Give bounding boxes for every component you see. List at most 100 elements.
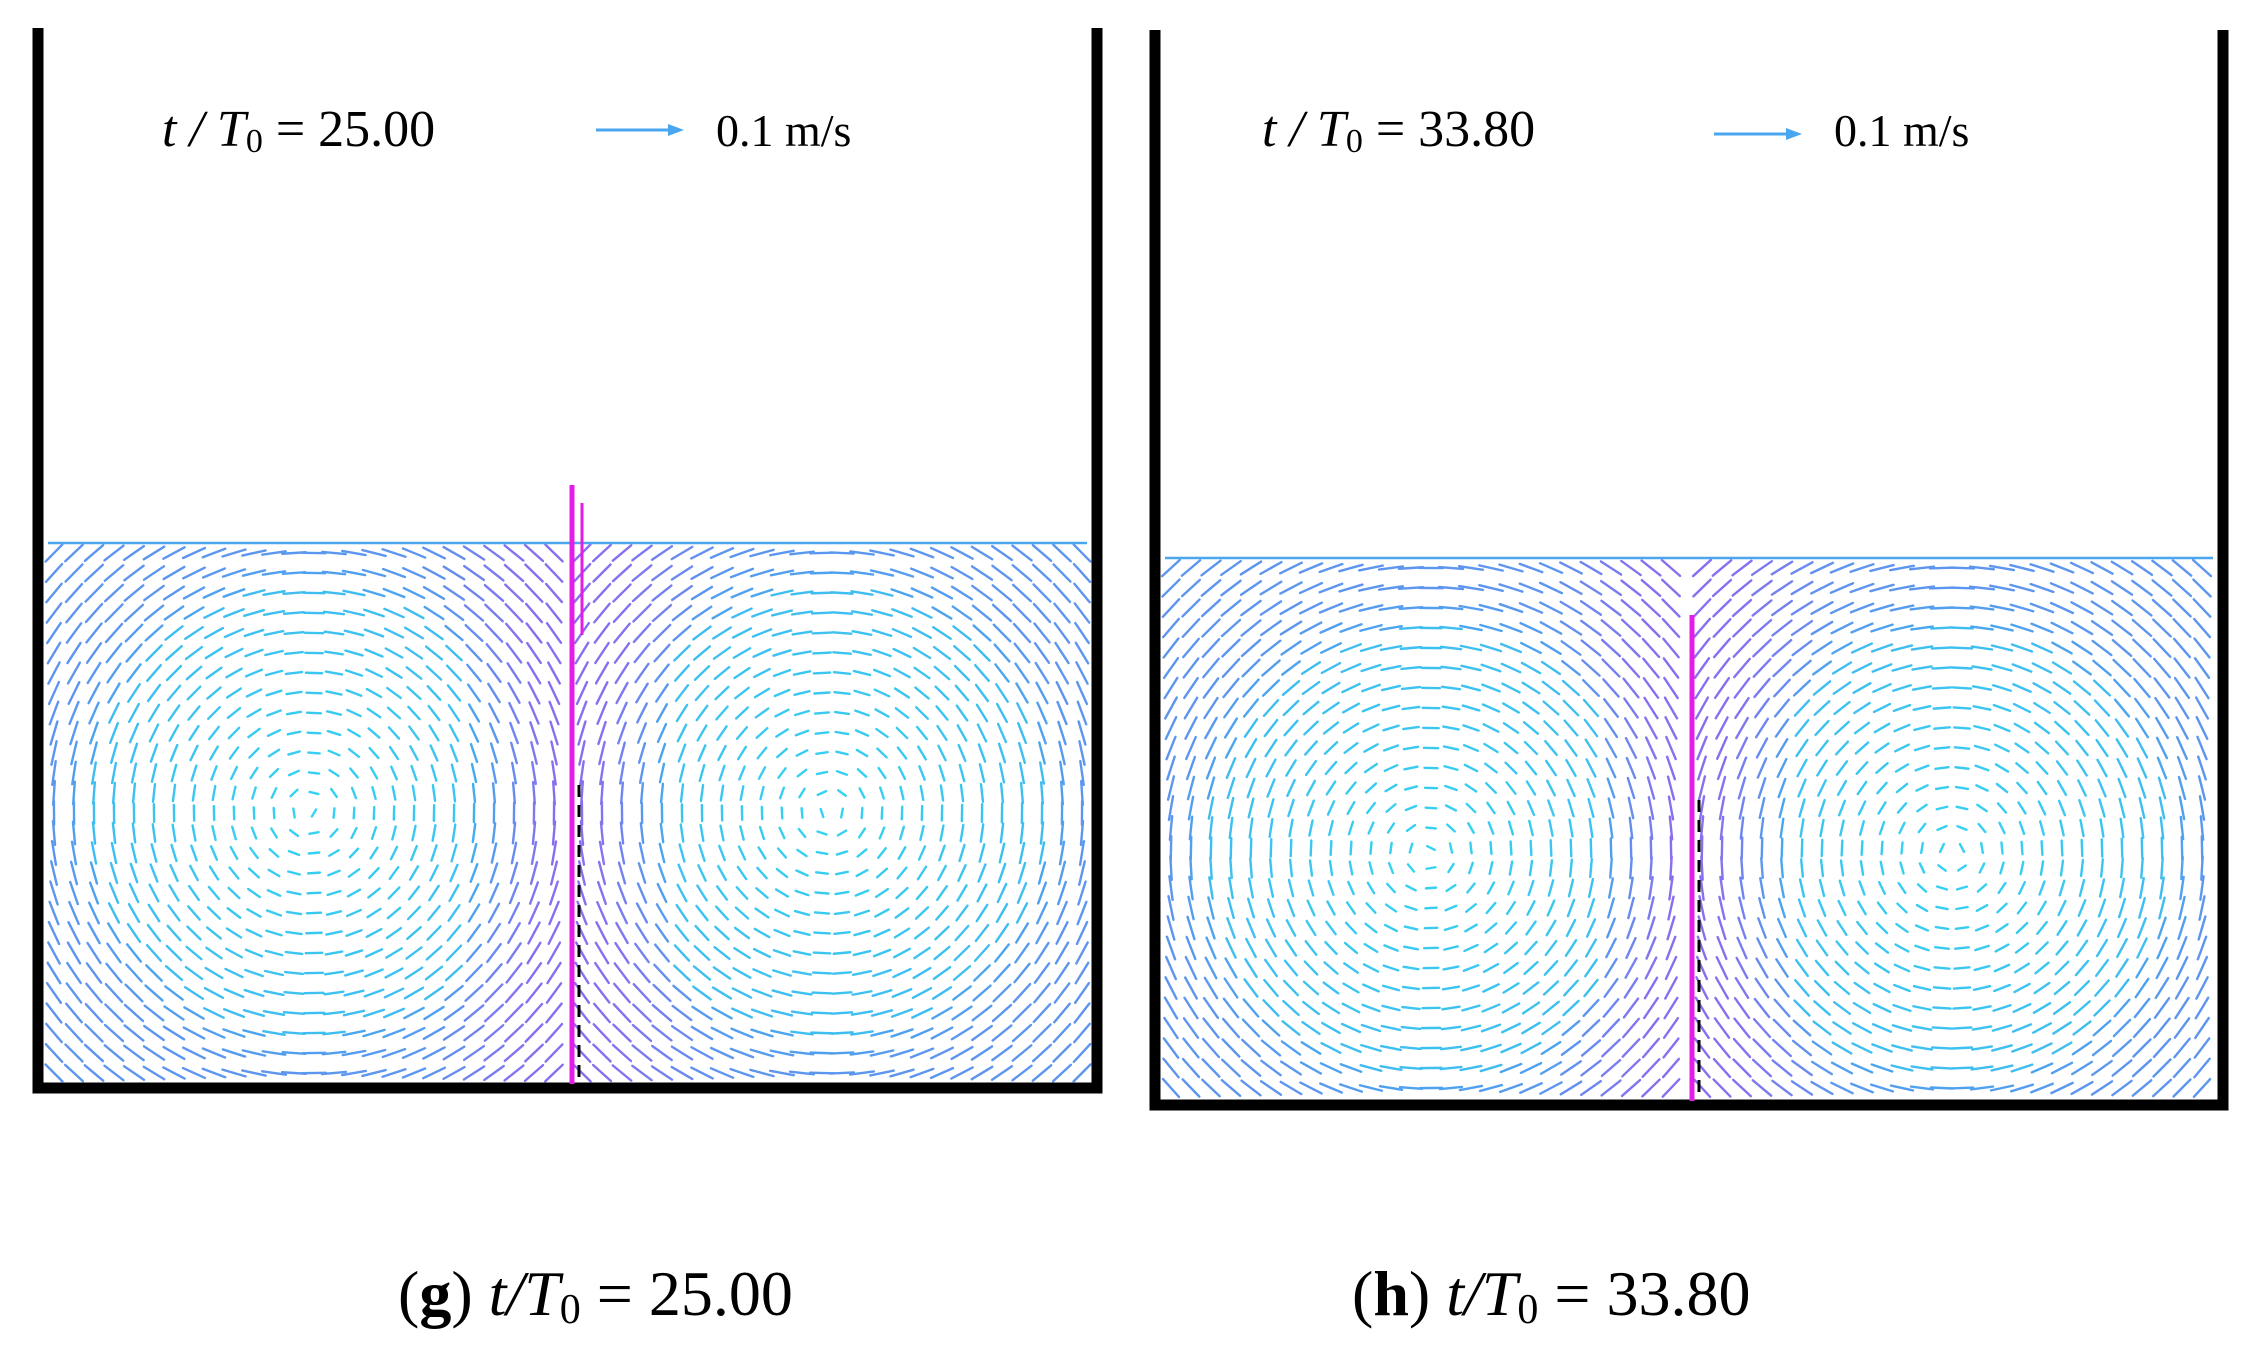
velocity-vector — [695, 704, 709, 722]
velocity-vector — [811, 971, 833, 975]
velocity-vector — [1039, 821, 1045, 845]
caption-variable: t/T — [1446, 1258, 1518, 1329]
velocity-vector — [709, 1046, 735, 1060]
velocity-vector — [1338, 563, 1364, 573]
velocity-vector — [2031, 662, 2053, 674]
velocity-vector — [854, 729, 870, 737]
velocity-vector — [525, 622, 543, 644]
velocity-vector — [731, 1007, 753, 1019]
velocity-vector — [1359, 643, 1383, 653]
velocity-vector — [1246, 777, 1256, 799]
velocity-vector — [1891, 664, 1913, 672]
velocity-vector — [442, 565, 466, 581]
velocity-vector — [1695, 716, 1709, 740]
velocity-vector — [1648, 876, 1654, 900]
velocity-vector — [1816, 759, 1828, 777]
velocity-vector — [1015, 922, 1029, 944]
velocity-vector — [1869, 603, 1895, 613]
velocity-vector — [64, 543, 84, 563]
velocity-vector — [1642, 1017, 1660, 1039]
velocity-vector — [952, 625, 972, 641]
velocity-vector — [2153, 997, 2171, 1019]
velocity-vector — [769, 549, 795, 557]
velocity-vector — [1518, 602, 1544, 614]
velocity-vector — [347, 868, 361, 878]
velocity-vector — [1621, 1058, 1641, 1078]
velocity-vector — [1663, 696, 1679, 720]
velocity-vector — [1459, 644, 1483, 652]
velocity-vector — [1344, 921, 1358, 935]
velocity-vector — [1031, 1043, 1053, 1063]
velocity-vector — [999, 822, 1005, 844]
velocity-vector — [635, 682, 649, 704]
velocity-vector — [677, 863, 687, 883]
velocity-vector — [246, 908, 262, 918]
velocity-vector — [1343, 941, 1359, 955]
velocity-vector — [146, 683, 162, 703]
velocity-vector — [1242, 698, 1260, 718]
velocity-vector — [163, 605, 185, 621]
velocity-vector — [2198, 795, 2206, 821]
velocity-vector — [711, 986, 733, 1000]
velocity-vector — [774, 908, 790, 918]
velocity-vector — [1549, 839, 1553, 857]
velocity-vector — [2013, 722, 2031, 734]
velocity-vector — [2056, 779, 2068, 797]
velocity-vector — [890, 1028, 914, 1038]
velocity-vector — [673, 644, 691, 662]
velocity-vector — [2156, 756, 2168, 780]
velocity-vector — [1589, 837, 1593, 859]
velocity-vector — [66, 941, 82, 965]
velocity-vector — [1480, 1043, 1502, 1053]
velocity-vector — [593, 602, 611, 624]
velocity-vector — [2031, 1042, 2053, 1054]
velocity-vector — [970, 1065, 994, 1081]
velocity-vector — [617, 861, 627, 885]
velocity-vector — [889, 568, 915, 578]
velocity-vector — [1621, 638, 1641, 658]
velocity-vector — [1852, 1001, 1872, 1015]
velocity-vector — [796, 768, 808, 778]
velocity-vector — [207, 706, 221, 720]
velocity-vector — [2158, 796, 2166, 820]
velocity-vector — [773, 928, 791, 938]
velocity-vector — [1441, 1005, 1461, 1011]
velocity-vector — [205, 926, 223, 940]
velocity-vector — [1774, 978, 1790, 998]
velocity-vector — [1712, 1078, 1732, 1098]
velocity-vector — [1185, 755, 1197, 781]
velocity-vector — [345, 929, 363, 937]
velocity-vector — [1896, 902, 1908, 914]
velocity-vector — [956, 724, 968, 742]
velocity-vector — [2057, 899, 2067, 917]
velocity-vector — [1439, 645, 1463, 651]
velocity-vector — [1458, 1084, 1484, 1092]
velocity-vector — [1934, 785, 1950, 791]
velocity-vector — [429, 864, 439, 882]
velocity-vector — [813, 711, 831, 715]
velocity-vector — [1402, 965, 1420, 971]
velocity-vector — [320, 1070, 348, 1076]
velocity-vector — [428, 884, 440, 902]
velocity-vector — [1582, 998, 1600, 1018]
velocity-vector — [971, 584, 993, 602]
velocity-vector — [203, 986, 225, 1000]
velocity-vector — [1242, 998, 1260, 1018]
velocity-vector — [1989, 584, 2015, 592]
velocity-vector — [1779, 817, 1785, 839]
velocity-vector — [734, 686, 750, 700]
velocity-vector — [1499, 622, 1523, 634]
velocity-vector — [391, 785, 397, 801]
velocity-vector — [46, 961, 62, 985]
velocity-vector — [1970, 625, 1994, 631]
velocity-vector — [1011, 1064, 1033, 1082]
velocity-vector — [1399, 1065, 1423, 1071]
velocity-vector — [443, 1005, 465, 1021]
velocity-vector — [410, 764, 418, 782]
velocity-vector — [1873, 722, 1891, 734]
velocity-vector — [1327, 880, 1335, 896]
velocity-vector — [1563, 719, 1579, 737]
velocity-vector — [1166, 775, 1176, 801]
velocity-vector — [91, 821, 97, 845]
velocity-vector — [2033, 721, 2051, 735]
